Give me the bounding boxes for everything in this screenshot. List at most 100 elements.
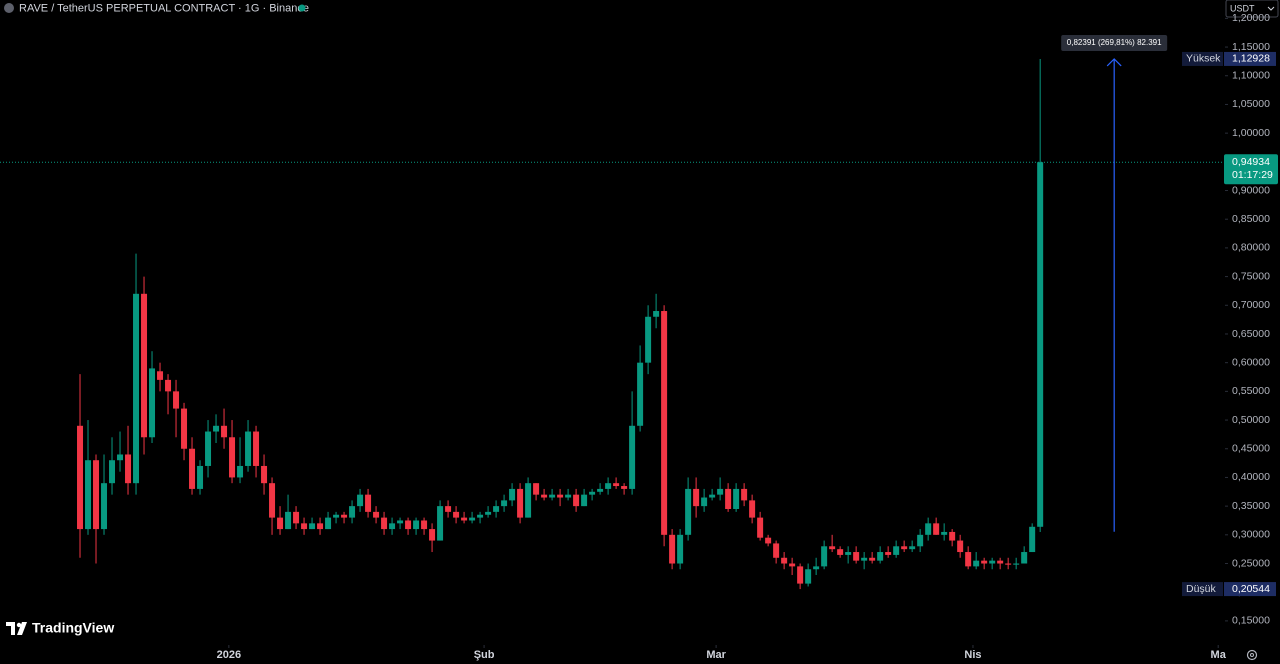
y-tick-label: 0,15000 (1232, 615, 1270, 627)
candle-body (981, 560, 988, 564)
candle-body (805, 569, 812, 584)
candle-body (549, 494, 556, 498)
candle-body (997, 560, 1004, 564)
candle-body (613, 483, 620, 487)
y-tick-label: 0,75000 (1232, 270, 1270, 282)
last-price-box (1224, 154, 1278, 185)
candle-body (381, 517, 388, 530)
candle-body (693, 488, 700, 507)
y-tick-label: 0,70000 (1232, 299, 1270, 311)
gear-core[interactable] (1250, 653, 1254, 657)
y-tick-label: 0,55000 (1232, 385, 1270, 397)
candle-body (293, 511, 300, 524)
candle-body (917, 534, 924, 547)
candle-body (757, 517, 764, 538)
candle-body (845, 552, 852, 555)
settings-icon[interactable] (1246, 649, 1258, 661)
candle-body (165, 379, 172, 392)
y-tick-label: 1,00000 (1232, 127, 1270, 139)
last-price-label: 0,94934 (1232, 156, 1270, 168)
candle-body (733, 488, 740, 509)
candle-body (813, 566, 820, 570)
candle-body (709, 494, 716, 498)
candle-body (229, 437, 236, 478)
candle-body (949, 531, 956, 541)
high-value-box (1224, 51, 1276, 66)
logo-mark (6, 622, 15, 635)
candle-body (797, 566, 804, 584)
candle-body (829, 546, 836, 550)
candle-body (221, 425, 228, 438)
candle-body (589, 491, 596, 495)
candle-body (357, 494, 364, 507)
chart-title: RAVE / TetherUS PERPETUAL CONTRACT · 1G … (19, 2, 309, 14)
y-tick-label: 0,85000 (1232, 213, 1270, 225)
candle-body (93, 460, 100, 530)
brand-name: TradingView (32, 620, 114, 636)
candle-body (301, 523, 308, 530)
candle-body (1021, 552, 1028, 564)
y-tick-label: 0,40000 (1232, 471, 1270, 483)
brand-logo: TradingView (6, 620, 114, 636)
candle-body (925, 523, 932, 535)
candle-body (893, 546, 900, 555)
y-tick-label: 0,45000 (1232, 443, 1270, 455)
candle-body (493, 506, 500, 512)
y-tick-label: 0,80000 (1232, 242, 1270, 254)
candle-body (669, 534, 676, 564)
candle-body (317, 523, 324, 530)
candle-body (573, 494, 580, 507)
high-value: 1,12928 (1232, 53, 1270, 65)
candle-body (133, 293, 140, 484)
high-name-box (1182, 51, 1223, 66)
candle-body (461, 517, 468, 521)
x-tick-label: 2026 (217, 649, 241, 661)
measure-arrowhead (1106, 58, 1122, 67)
candle-body (325, 517, 332, 530)
candle-body (373, 511, 380, 518)
candle-body (789, 563, 796, 567)
currency-label[interactable]: USDT (1230, 3, 1255, 13)
candle-body (885, 552, 892, 555)
candle-body (341, 514, 348, 518)
candle-body (413, 520, 420, 530)
measure-label-box (1061, 34, 1168, 51)
candle-body (333, 514, 340, 518)
low-name: Düşük (1186, 583, 1217, 595)
y-tick-label: 1,20000 (1232, 12, 1270, 24)
candle-body (773, 543, 780, 558)
gear[interactable] (1246, 649, 1258, 661)
currency-button[interactable] (1225, 0, 1279, 18)
candle-body (389, 523, 396, 530)
candle-body (197, 465, 204, 489)
candle-body (1037, 162, 1044, 527)
candle-body (85, 460, 92, 530)
candle-body (445, 506, 452, 512)
candle-body (781, 557, 788, 564)
candle-body (429, 529, 436, 541)
x-tick-label: Mar (706, 649, 726, 661)
candle-body (605, 483, 612, 489)
candle-body (173, 391, 180, 409)
candle-body (245, 431, 252, 466)
low-value: 0,20544 (1232, 583, 1270, 595)
candle-body (309, 523, 316, 530)
dropdown-caret[interactable] (1267, 6, 1275, 11)
y-tick-label: 0,60000 (1232, 356, 1270, 368)
candle-body (957, 540, 964, 553)
x-tick-label: Nis (964, 649, 981, 661)
candle-body (285, 511, 292, 530)
y-tick-label: 0,25000 (1232, 557, 1270, 569)
candle-body (109, 460, 116, 484)
candle-body (909, 546, 916, 550)
candle-body (765, 537, 772, 544)
candle-body (877, 552, 884, 561)
candle-body (205, 431, 212, 466)
candle-body (645, 316, 652, 363)
candle-body (677, 534, 684, 564)
candle-body (77, 425, 84, 530)
candle-body (517, 488, 524, 518)
candle-body (637, 362, 644, 426)
